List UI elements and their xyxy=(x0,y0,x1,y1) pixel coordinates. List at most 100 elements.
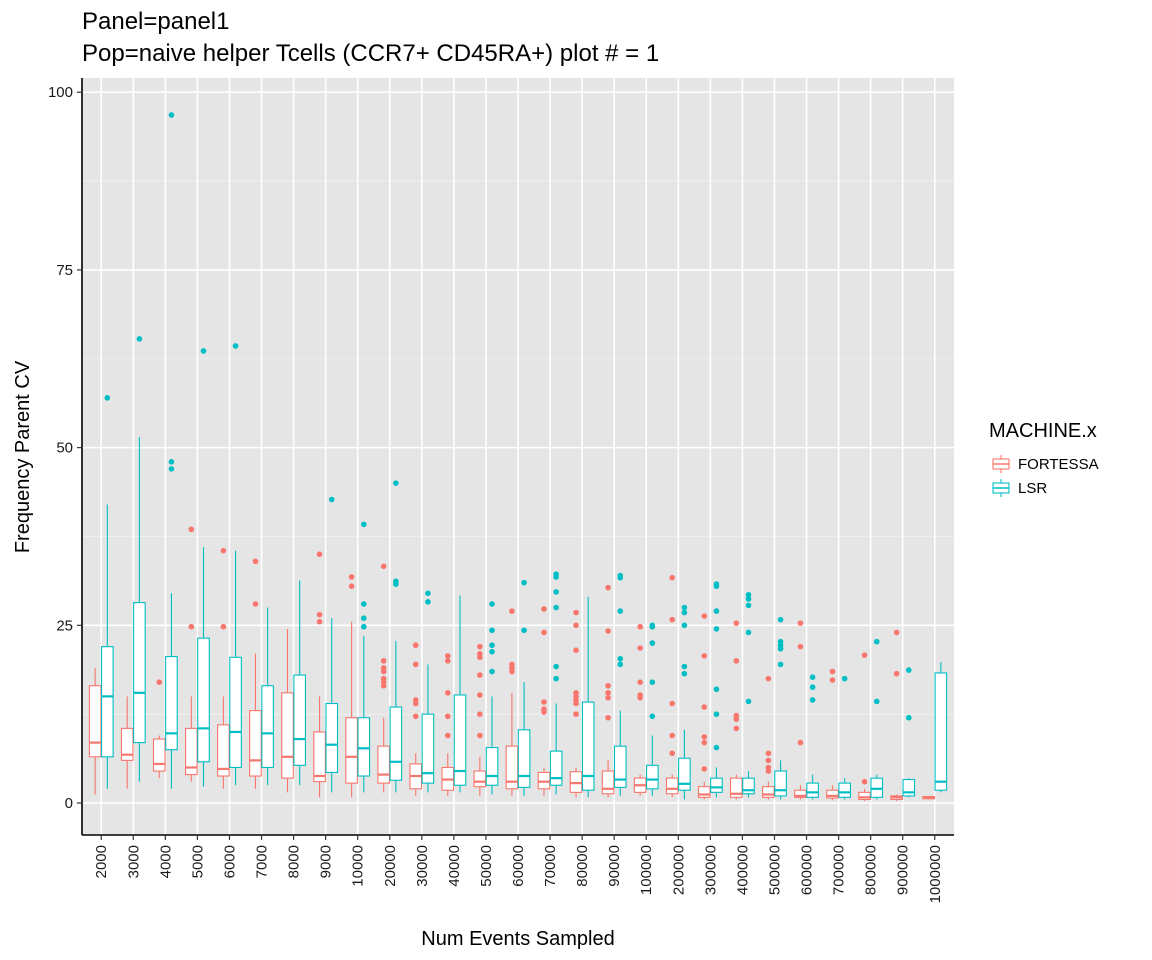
outlier-point xyxy=(809,684,816,690)
outlier-point xyxy=(669,700,676,707)
outlier-point xyxy=(701,766,708,772)
outlier-point xyxy=(316,618,323,625)
outlier-point xyxy=(360,615,367,622)
outlier-point xyxy=(649,713,656,720)
outlier-point xyxy=(573,700,579,707)
outlier-point xyxy=(348,583,355,590)
outlier-point xyxy=(681,604,688,611)
outlier-point xyxy=(745,591,752,598)
outlier-point xyxy=(733,620,740,626)
box xyxy=(934,672,948,791)
outlier-point xyxy=(477,692,483,698)
chart-title: Panel=panel1 xyxy=(82,8,230,35)
x-tick-label: 30000 xyxy=(414,845,431,887)
outlier-point xyxy=(713,711,720,717)
outlier-point xyxy=(444,653,451,659)
x-tick-label: 5000 xyxy=(189,845,206,878)
outlier-point xyxy=(713,686,720,693)
outlier-point xyxy=(649,679,656,685)
outlier-point xyxy=(777,645,784,652)
outlier-point xyxy=(733,716,740,722)
outlier-point xyxy=(444,713,451,720)
outlier-point xyxy=(669,574,676,581)
box xyxy=(421,713,435,784)
outlier-point xyxy=(541,709,547,715)
x-tick-label: 90000 xyxy=(606,845,623,887)
x-tick-label: 700000 xyxy=(831,845,848,895)
x-tick-label: 3000 xyxy=(125,845,142,878)
outlier-point xyxy=(489,601,495,607)
outlier-point xyxy=(168,112,175,118)
outlier-point xyxy=(713,608,720,614)
outlier-point xyxy=(745,602,752,609)
outlier-point xyxy=(188,526,195,533)
outlier-point xyxy=(393,480,399,486)
box xyxy=(485,747,499,786)
outlier-point xyxy=(444,658,451,664)
outlier-point xyxy=(701,613,708,619)
outlier-point xyxy=(553,574,559,580)
x-tick-label: 100000 xyxy=(638,845,655,895)
outlier-point xyxy=(425,590,431,597)
outlier-point xyxy=(649,640,656,646)
box xyxy=(549,750,563,786)
outlier-point xyxy=(541,629,547,636)
x-tick-label: 200000 xyxy=(670,845,687,895)
x-tick-label: 800000 xyxy=(863,845,880,895)
outlier-point xyxy=(745,596,752,602)
legend-title: MACHINE.x xyxy=(989,420,1097,442)
outlier-point xyxy=(232,343,239,349)
outlier-point xyxy=(637,623,643,630)
box xyxy=(261,685,274,769)
box xyxy=(838,782,851,798)
outlier-point xyxy=(188,623,195,630)
outlier-point xyxy=(733,725,740,732)
box xyxy=(806,782,819,798)
y-tick-label: 100 xyxy=(48,84,73,101)
box xyxy=(88,685,102,758)
outlier-point xyxy=(905,667,912,673)
outlier-point xyxy=(168,459,175,465)
y-axis-title: Frequency Parent CV xyxy=(12,360,34,553)
outlier-point xyxy=(701,704,708,710)
outlier-point xyxy=(573,609,579,616)
outlier-point xyxy=(444,690,451,696)
outlier-point xyxy=(893,629,900,636)
outlier-point xyxy=(380,682,387,689)
outlier-point xyxy=(136,336,143,342)
legend-label-fortessa: FORTESSA xyxy=(1018,456,1099,473)
x-tick-label: 80000 xyxy=(574,845,591,887)
x-tick-label: 70000 xyxy=(542,845,559,887)
outlier-point xyxy=(316,611,323,618)
box-series xyxy=(88,112,948,801)
x-axis-ticks: 2000 3000 4000 5000 6000 7000 8000 9000 10000 200… xyxy=(93,835,944,903)
box xyxy=(229,656,242,769)
outlier-point xyxy=(156,679,163,685)
box xyxy=(249,710,262,777)
outlier-point xyxy=(605,690,611,696)
outlier-point xyxy=(777,661,784,668)
x-tick-label: 9000 xyxy=(318,845,335,878)
x-tick-label: 40000 xyxy=(446,845,463,887)
x-tick-label: 7000 xyxy=(254,845,271,878)
box xyxy=(281,692,294,779)
outlier-point xyxy=(873,638,880,645)
x-tick-label: 1000000 xyxy=(927,845,944,903)
box xyxy=(581,701,595,791)
outlier-point xyxy=(605,682,611,689)
outlier-point xyxy=(412,700,419,707)
outlier-point xyxy=(573,711,579,717)
outlier-point xyxy=(797,643,804,650)
outlier-point xyxy=(669,616,676,623)
outlier-point xyxy=(489,627,495,634)
box xyxy=(613,745,627,788)
outlier-point xyxy=(617,574,624,581)
x-tick-label: 600000 xyxy=(799,845,816,895)
box xyxy=(185,727,198,776)
outlier-point xyxy=(360,521,367,528)
outlier-point xyxy=(605,584,611,591)
x-tick-label: 10000 xyxy=(350,845,367,887)
box xyxy=(101,646,114,758)
outlier-point xyxy=(521,579,527,586)
y-tick-label: 75 xyxy=(56,262,73,279)
